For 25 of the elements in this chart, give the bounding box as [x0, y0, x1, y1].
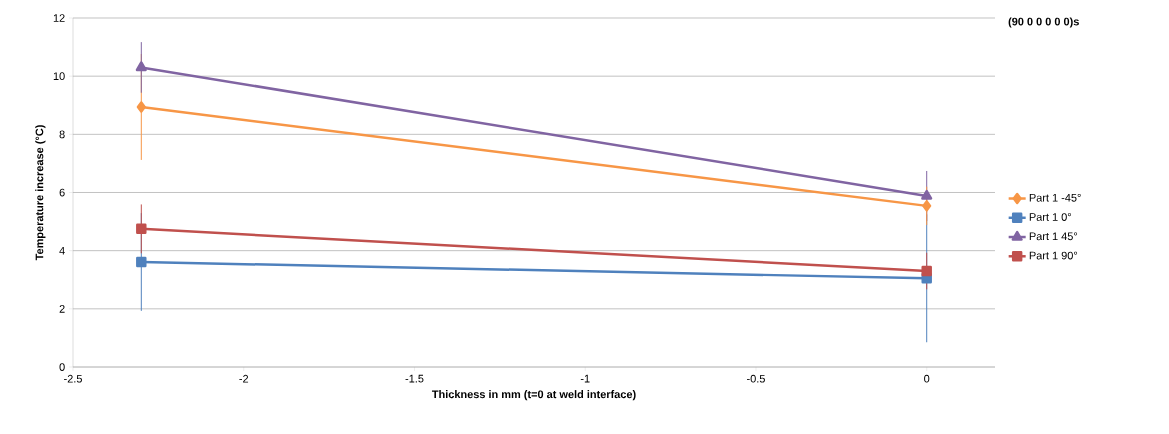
- x-tick-label: -1.5: [405, 374, 424, 383]
- y-axis-title: Temperature increase (°C): [35, 125, 46, 261]
- point: [922, 200, 932, 212]
- legend-label: Part 1 0°: [1029, 213, 1071, 221]
- y-tick-label: 12: [53, 14, 65, 22]
- x-axis-title: Thickness in mm (t=0 at weld interface): [431, 390, 636, 401]
- x-tick-label: -2.5: [64, 374, 82, 383]
- y-tick-label: 0: [59, 363, 65, 371]
- point: [136, 223, 147, 235]
- y-tick-label: 6: [59, 188, 65, 197]
- x-tick-label: 0: [924, 374, 930, 383]
- x-tick-label: -1: [580, 374, 590, 383]
- y-tick-label: 8: [59, 130, 65, 139]
- point: [136, 256, 147, 268]
- legend-label: Part 1 45°: [1029, 232, 1078, 241]
- legend-label: Part 1 -45°: [1029, 193, 1081, 202]
- y-tick-label: 2: [59, 305, 65, 313]
- y-tick-label: 10: [53, 72, 65, 81]
- x-tick-label: -0.5: [747, 374, 765, 383]
- legend-label: Part 1 90°: [1029, 251, 1078, 260]
- point: [136, 101, 146, 113]
- point: [921, 265, 932, 277]
- text: (90 0 0 0 0 0)s: [1008, 17, 1079, 28]
- y-tick-label: 4: [59, 246, 65, 255]
- x-tick-label: -2: [239, 374, 249, 383]
